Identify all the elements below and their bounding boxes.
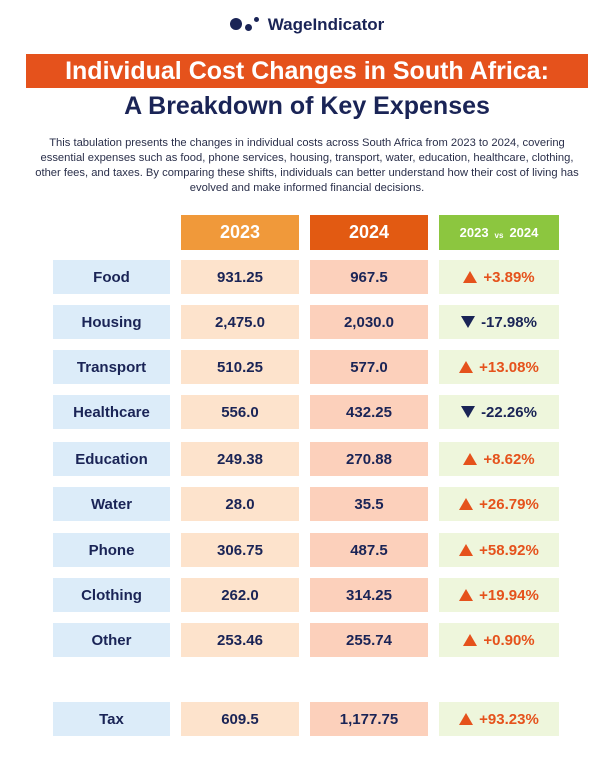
change-percent: +3.89% bbox=[483, 268, 535, 286]
value-2024: 314.25 bbox=[310, 578, 428, 612]
table-row: Transport 510.25 577.0 +13.08% bbox=[0, 350, 614, 384]
triangle-up-icon bbox=[459, 544, 474, 556]
triangle-up-icon bbox=[463, 634, 478, 646]
row-label: Transport bbox=[53, 350, 170, 384]
brand-name: WageIndicator bbox=[267, 15, 385, 34]
logo-dots-icon bbox=[229, 14, 260, 36]
page-title: Individual Cost Changes in South Africa: bbox=[26, 54, 588, 88]
comparison-left-year: 2023 bbox=[459, 225, 489, 240]
change-percent: +26.79% bbox=[479, 495, 539, 513]
value-2024: 1,177.75 bbox=[310, 702, 428, 736]
value-2023: 306.75 bbox=[181, 533, 299, 567]
change-cell: -17.98% bbox=[439, 305, 559, 339]
value-2024: 35.5 bbox=[310, 487, 428, 521]
triangle-up-icon bbox=[459, 713, 474, 725]
comparison-right-year: 2024 bbox=[509, 225, 539, 240]
value-2024: 432.25 bbox=[310, 395, 428, 429]
change-percent: -22.26% bbox=[481, 403, 537, 421]
value-2024: 577.0 bbox=[310, 350, 428, 384]
change-cell: +13.08% bbox=[439, 350, 559, 384]
change-percent: +8.62% bbox=[483, 450, 535, 468]
row-label: Education bbox=[53, 442, 170, 476]
description: This tabulation presents the changes in … bbox=[35, 137, 579, 194]
change-cell: +3.89% bbox=[439, 260, 559, 294]
value-2024: 270.88 bbox=[310, 442, 428, 476]
value-2023: 249.38 bbox=[181, 442, 299, 476]
change-percent: +19.94% bbox=[479, 586, 539, 604]
row-label: Other bbox=[53, 623, 170, 657]
row-label: Tax bbox=[53, 702, 170, 736]
row-label: Healthcare bbox=[53, 395, 170, 429]
table-row: Other 253.46 255.74 +0.90% bbox=[0, 623, 614, 657]
change-percent: +13.08% bbox=[479, 358, 539, 376]
triangle-up-icon bbox=[459, 498, 474, 510]
value-2023: 609.5 bbox=[181, 702, 299, 736]
change-cell: +8.62% bbox=[439, 442, 559, 476]
row-label: Food bbox=[53, 260, 170, 294]
change-cell: +19.94% bbox=[439, 578, 559, 612]
value-2023: 262.0 bbox=[181, 578, 299, 612]
change-cell: +58.92% bbox=[439, 533, 559, 567]
change-cell: -22.26% bbox=[439, 395, 559, 429]
table-row: Clothing 262.0 314.25 +19.94% bbox=[0, 578, 614, 612]
value-2023: 510.25 bbox=[181, 350, 299, 384]
row-label: Clothing bbox=[53, 578, 170, 612]
column-header-comparison: 2023 vs 2024 bbox=[439, 215, 559, 250]
value-2024: 487.5 bbox=[310, 533, 428, 567]
triangle-up-icon bbox=[463, 271, 478, 283]
table-row: Healthcare 556.0 432.25 -22.26% bbox=[0, 395, 614, 429]
table-row: Phone 306.75 487.5 +58.92% bbox=[0, 533, 614, 567]
change-cell: +0.90% bbox=[439, 623, 559, 657]
triangle-up-icon bbox=[459, 589, 474, 601]
table-row: Food 931.25 967.5 +3.89% bbox=[0, 260, 614, 294]
change-cell: +26.79% bbox=[439, 487, 559, 521]
page-subtitle: A Breakdown of Key Expenses bbox=[124, 92, 490, 120]
triangle-up-icon bbox=[459, 361, 474, 373]
value-2023: 556.0 bbox=[181, 395, 299, 429]
triangle-down-icon bbox=[461, 316, 476, 328]
value-2024: 2,030.0 bbox=[310, 305, 428, 339]
comparison-vs: vs bbox=[494, 231, 504, 240]
row-label: Water bbox=[53, 487, 170, 521]
table-row: Water 28.0 35.5 +26.79% bbox=[0, 487, 614, 521]
value-2023: 931.25 bbox=[181, 260, 299, 294]
value-2023: 253.46 bbox=[181, 623, 299, 657]
table-row: Education 249.38 270.88 +8.62% bbox=[0, 442, 614, 476]
value-2024: 967.5 bbox=[310, 260, 428, 294]
triangle-up-icon bbox=[463, 453, 478, 465]
value-2024: 255.74 bbox=[310, 623, 428, 657]
change-percent: +93.23% bbox=[479, 710, 539, 728]
triangle-down-icon bbox=[461, 406, 476, 418]
row-label: Housing bbox=[53, 305, 170, 339]
column-header-2024: 2024 bbox=[310, 215, 428, 250]
change-percent: -17.98% bbox=[481, 313, 537, 331]
column-header-2023: 2023 bbox=[181, 215, 299, 250]
row-label: Phone bbox=[53, 533, 170, 567]
table-row: Tax 609.5 1,177.75 +93.23% bbox=[0, 702, 614, 736]
value-2023: 2,475.0 bbox=[181, 305, 299, 339]
change-percent: +0.90% bbox=[483, 631, 535, 649]
change-percent: +58.92% bbox=[479, 541, 539, 559]
table-row: Housing 2,475.0 2,030.0 -17.98% bbox=[0, 305, 614, 339]
brand-logo: WageIndicator bbox=[0, 14, 614, 36]
change-cell: +93.23% bbox=[439, 702, 559, 736]
value-2023: 28.0 bbox=[181, 487, 299, 521]
